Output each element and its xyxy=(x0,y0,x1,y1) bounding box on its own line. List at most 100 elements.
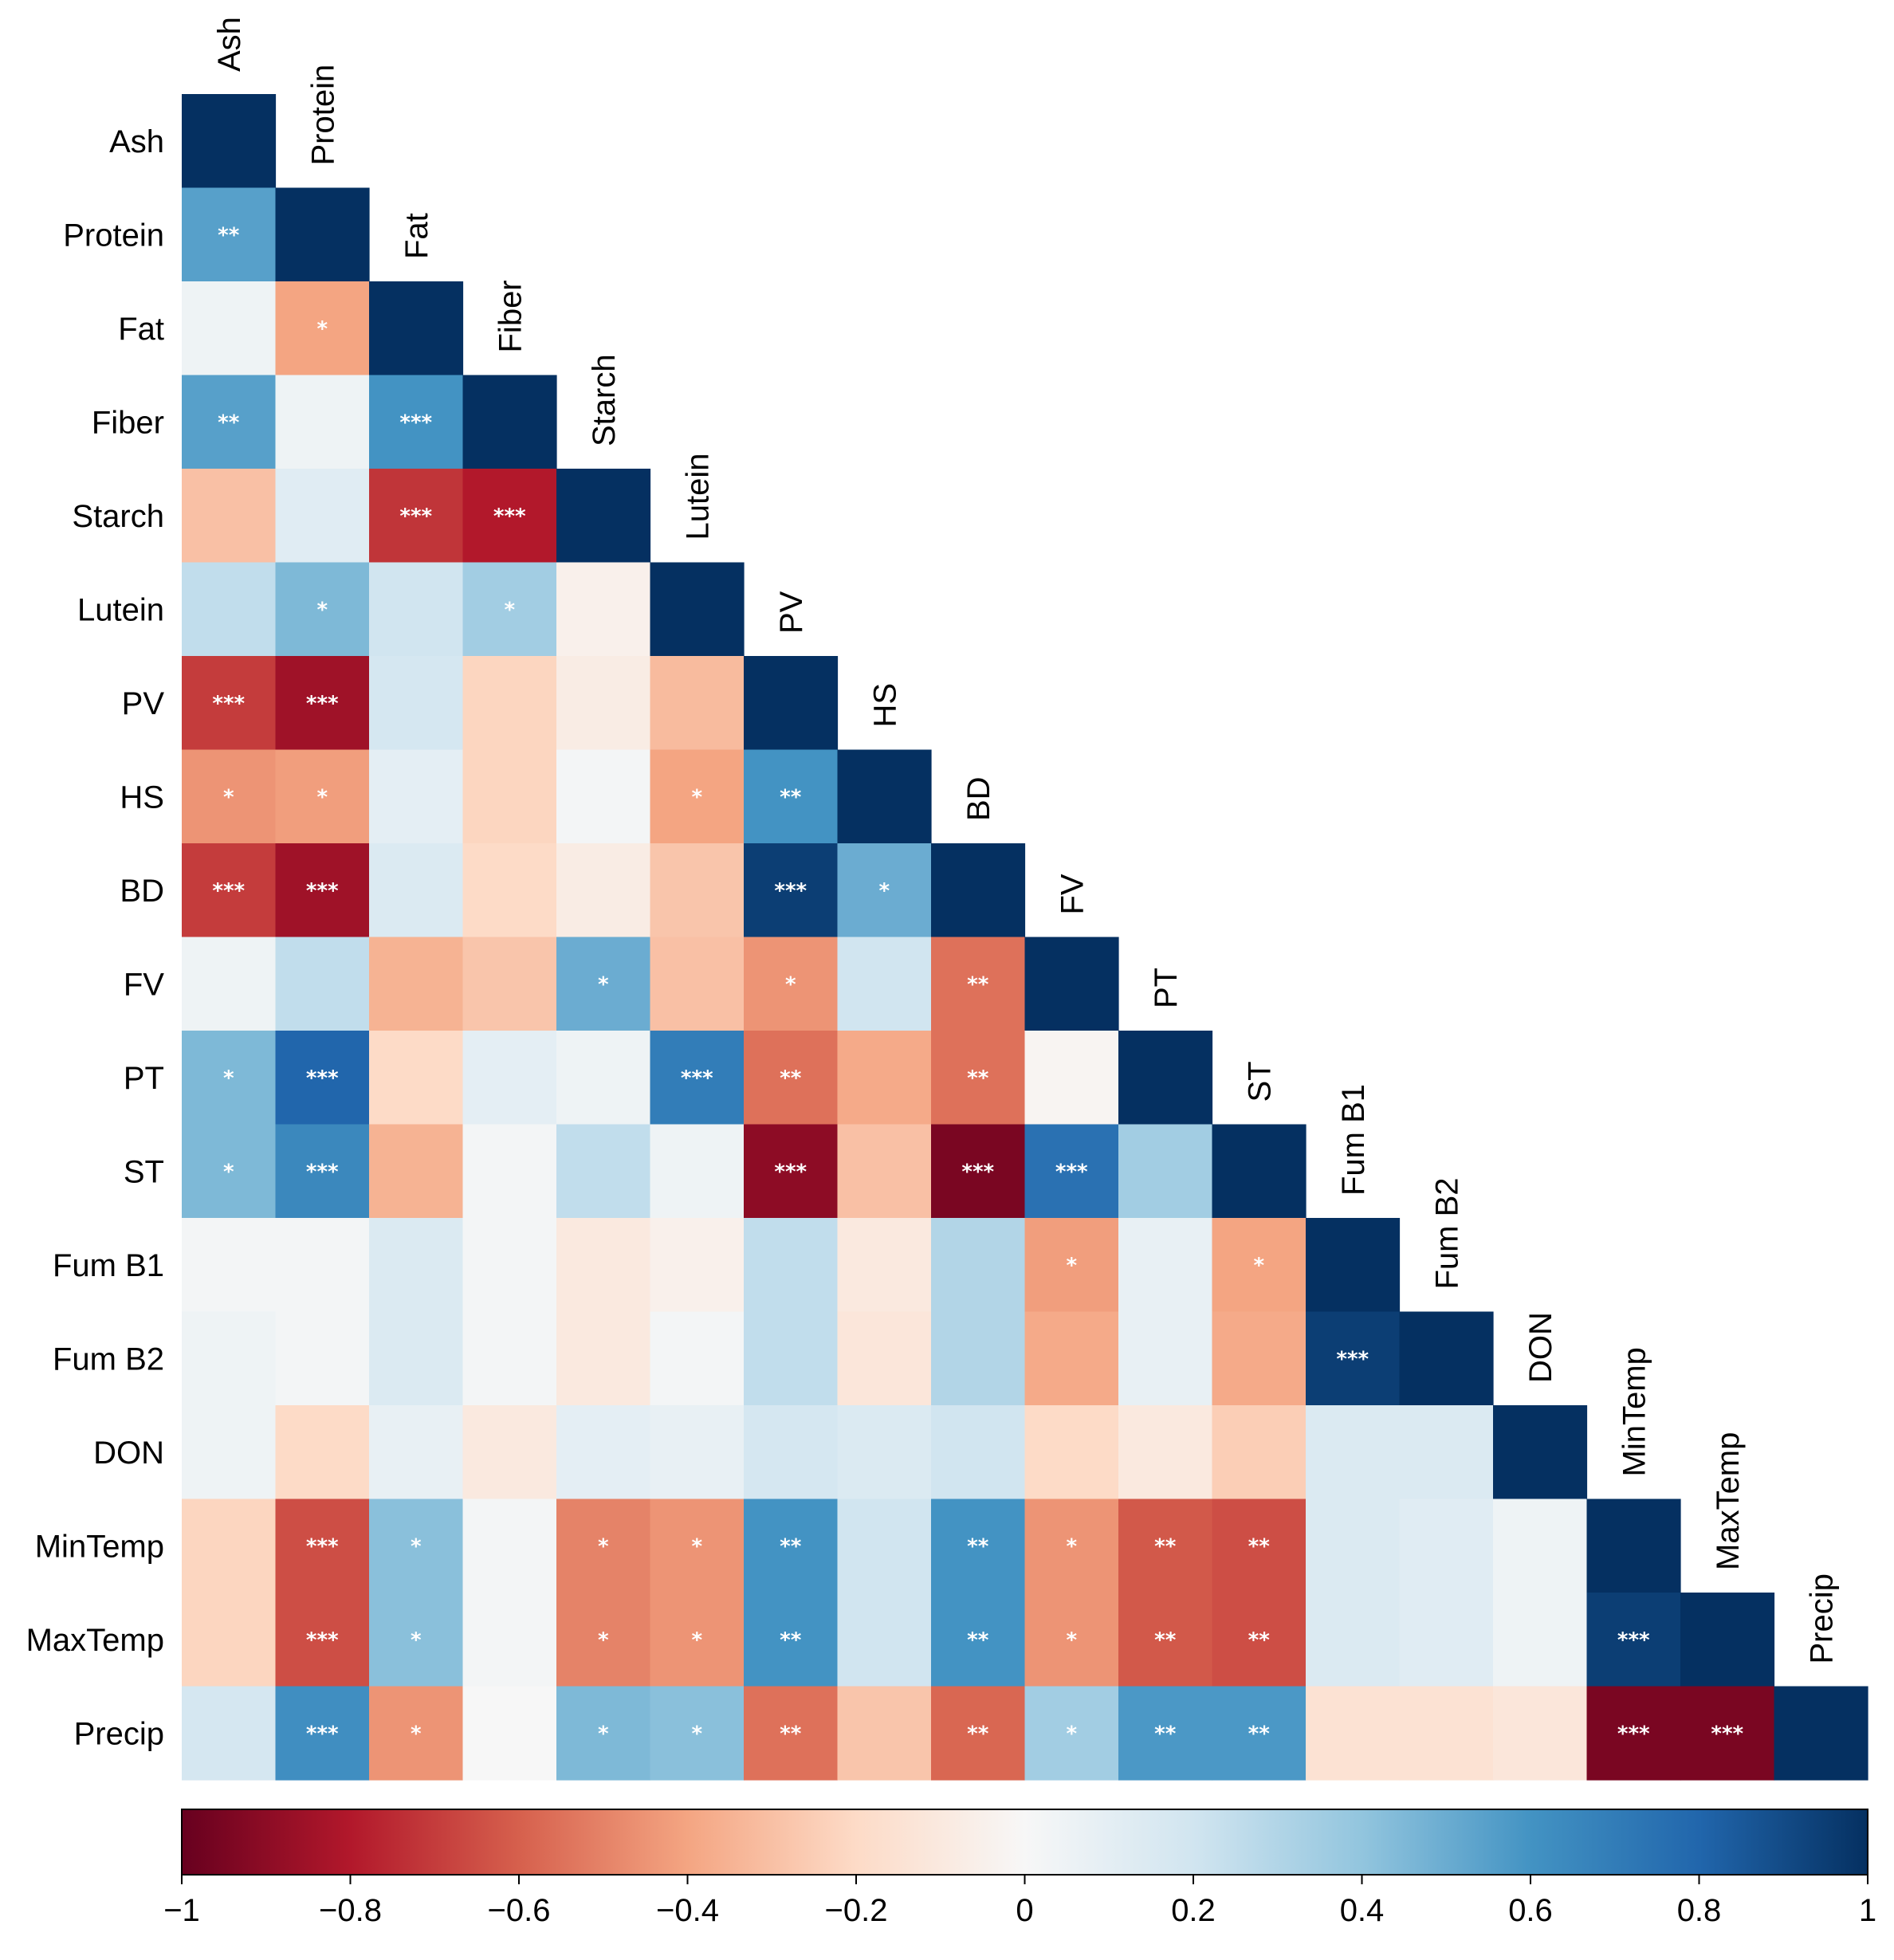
cell-maxtemp-fiber xyxy=(462,1593,557,1687)
row-label: MinTemp xyxy=(35,1529,164,1564)
cell-fum-b1-protein xyxy=(275,1218,370,1313)
significance-label: ** xyxy=(1154,1722,1177,1746)
cell-don-fum-b2 xyxy=(1399,1405,1494,1500)
cell-fum-b1-fv xyxy=(1024,1218,1119,1313)
cell-don-pt xyxy=(1118,1405,1213,1500)
significance-label: * xyxy=(1253,1254,1264,1278)
cell-fum-b1-st xyxy=(1212,1218,1307,1313)
column-label: Fiber xyxy=(493,280,528,352)
cell-maxtemp-lutein xyxy=(650,1593,745,1687)
cell-don-fv xyxy=(1024,1405,1119,1500)
cell-hs-hs xyxy=(837,749,932,844)
cell-fum-b1-fat xyxy=(369,1218,464,1313)
cell-lutein-fiber xyxy=(462,562,557,657)
column-label: MaxTemp xyxy=(1711,1432,1746,1570)
significance-label: * xyxy=(316,598,328,622)
cell-st-st xyxy=(1212,1124,1307,1219)
cell-lutein-protein xyxy=(275,562,370,657)
cell-fv-fiber xyxy=(462,937,557,1031)
row-label: Fum B1 xyxy=(53,1248,164,1283)
row-label: Fat xyxy=(118,312,164,347)
cell-st-fat xyxy=(369,1124,464,1219)
column-label: PT xyxy=(1149,968,1184,1008)
significance-label: *** xyxy=(306,692,339,716)
colorbar-tick-label: 0.8 xyxy=(1677,1893,1722,1928)
significance-label: * xyxy=(785,972,796,996)
cell-fum-b2-fv xyxy=(1024,1311,1119,1406)
cell-pt-pv xyxy=(744,1031,839,1125)
cell-st-fv xyxy=(1024,1124,1119,1219)
cell-fat-ash xyxy=(182,281,277,376)
column-label: HS xyxy=(867,683,902,728)
cell-fum-b2-pt xyxy=(1118,1311,1213,1406)
cell-maxtemp-bd xyxy=(931,1593,1026,1687)
significance-label: ** xyxy=(218,223,240,247)
colorbar-gradient xyxy=(181,1809,1868,1876)
cell-hs-fiber xyxy=(462,749,557,844)
cell-fum-b1-lutein xyxy=(650,1218,745,1313)
significance-label: ** xyxy=(780,1722,802,1746)
cell-don-st xyxy=(1212,1405,1307,1500)
significance-label: * xyxy=(1066,1628,1077,1652)
colorbar-tick-label: −1 xyxy=(163,1893,200,1928)
significance-label: *** xyxy=(306,1534,339,1558)
cell-fiber-fiber xyxy=(462,375,557,469)
cell-maxtemp-ash xyxy=(182,1593,277,1687)
column-label: Fum B1 xyxy=(1336,1084,1371,1196)
cell-fum-b1-fiber xyxy=(462,1218,557,1313)
colorbar-tick-label: −0.2 xyxy=(825,1893,888,1928)
significance-label: *** xyxy=(399,410,432,434)
cell-don-fat xyxy=(369,1405,464,1500)
colorbar-tick-label: −0.8 xyxy=(319,1893,382,1928)
cell-precip-fat xyxy=(369,1686,464,1781)
cell-st-bd xyxy=(931,1124,1026,1219)
cell-bd-bd xyxy=(931,843,1026,938)
cell-fum-b2-fum-b2 xyxy=(1399,1311,1494,1406)
row-label: HS xyxy=(120,780,164,815)
row-label: Ash xyxy=(109,124,164,159)
row-label: FV xyxy=(124,967,164,1002)
cell-fv-starch xyxy=(556,937,651,1031)
cell-don-fum-b1 xyxy=(1306,1405,1401,1500)
cell-fv-hs xyxy=(837,937,932,1031)
significance-label: * xyxy=(878,879,890,903)
column-labels: Ash Protein Fat Fiber Starch Lutein PV HS BD FV PT… xyxy=(212,17,1840,1663)
cell-maxtemp-fum-b2 xyxy=(1399,1593,1494,1687)
significance-label: * xyxy=(598,1722,609,1746)
cell-fum-b2-bd xyxy=(931,1311,1026,1406)
cell-maxtemp-starch xyxy=(556,1593,651,1687)
cell-pt-fv xyxy=(1024,1031,1119,1125)
cell-fv-bd xyxy=(931,937,1026,1031)
cell-starch-starch xyxy=(556,469,651,564)
significance-label: *** xyxy=(306,1160,339,1184)
cell-ash-ash xyxy=(182,94,277,189)
cell-lutein-lutein xyxy=(650,562,745,657)
cell-fum-b1-starch xyxy=(556,1218,651,1313)
cell-starch-fiber xyxy=(462,469,557,564)
cell-precip-fv xyxy=(1024,1686,1119,1781)
cell-pv-starch xyxy=(556,656,651,751)
cell-mintemp-hs xyxy=(837,1498,932,1593)
colorbar-tick-label: 0.4 xyxy=(1340,1893,1385,1928)
cell-maxtemp-don xyxy=(1493,1593,1588,1687)
cell-precip-st xyxy=(1212,1686,1307,1781)
cell-fiber-fat xyxy=(369,375,464,469)
column-label: Protein xyxy=(305,65,340,166)
cell-mintemp-bd xyxy=(931,1498,1026,1593)
cell-bd-pv xyxy=(744,843,839,938)
significance-label: ** xyxy=(967,1722,989,1746)
cell-fum-b2-lutein xyxy=(650,1311,745,1406)
row-label: ST xyxy=(124,1154,164,1189)
significance-label: ** xyxy=(967,1534,989,1558)
cell-st-hs xyxy=(837,1124,932,1219)
cell-precip-precip xyxy=(1774,1686,1868,1781)
significance-label: ** xyxy=(780,785,802,809)
cell-pv-protein xyxy=(275,656,370,751)
row-label: DON xyxy=(93,1436,164,1471)
cell-protein-protein xyxy=(275,187,370,282)
significance-label: ** xyxy=(1154,1628,1177,1652)
cell-fiber-protein xyxy=(275,375,370,469)
colorbar: −1 −0.8 −0.6 −0.4 −0.2 0 0.2 0.4 0.6 0.8 1 xyxy=(163,1809,1876,1928)
significance-label: * xyxy=(1066,1534,1077,1558)
cell-fat-fat xyxy=(369,281,464,376)
